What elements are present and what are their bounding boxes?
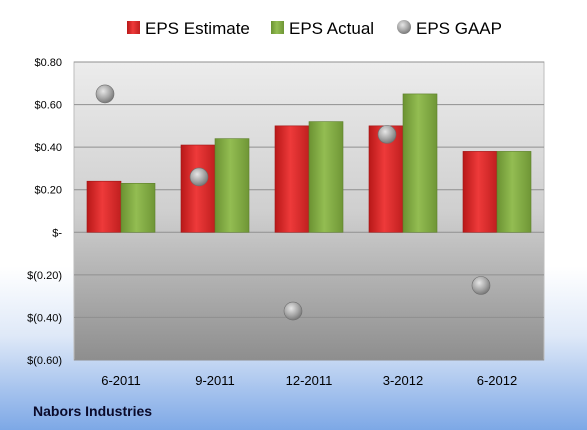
x-axis-category-labels: 6-2011 9-2011 12-2011 3-2012 6-2012: [101, 373, 517, 388]
eps-gaap-point: [471, 276, 491, 295]
x-category-label: 12-2011: [286, 373, 333, 388]
y-tick-label: $0.40: [34, 142, 62, 154]
legend: EPS Estimate EPS Actual EPS GAAP: [127, 19, 502, 38]
x-category-label: 3-2012: [383, 373, 423, 388]
legend-actual-label: EPS Actual: [289, 19, 374, 38]
y-tick-label: $-: [52, 227, 62, 239]
eps-gaap-point: [377, 125, 397, 144]
eps-estimate-bar: [462, 151, 498, 233]
legend-estimate-label: EPS Estimate: [145, 19, 250, 38]
gaap-points: [95, 84, 491, 321]
legend-estimate-swatch: [127, 21, 140, 34]
y-tick-label: $0.60: [34, 100, 62, 112]
legend-gaap-marker: [397, 20, 411, 34]
eps-actual-bar: [402, 93, 438, 233]
eps-estimate-bar: [180, 144, 216, 233]
y-tick-label: $(0.20): [27, 270, 62, 282]
eps-estimate-bar: [86, 180, 122, 233]
eps-actual-bar: [496, 151, 532, 233]
eps-gaap-point: [95, 84, 115, 104]
y-tick-label: $(0.40): [27, 312, 62, 324]
legend-actual-swatch: [271, 21, 284, 34]
eps-actual-bar: [308, 121, 344, 233]
x-category-label: 6-2012: [477, 373, 517, 388]
x-category-label: 9-2011: [195, 373, 235, 388]
eps-gaap-point: [283, 301, 303, 321]
y-tick-label: $0.80: [34, 57, 62, 69]
legend-item-gaap: EPS GAAP: [397, 19, 502, 38]
eps-estimate-bar: [274, 125, 310, 233]
eps-gaap-point: [189, 167, 209, 187]
x-category-label: 6-2011: [101, 373, 141, 388]
bar-series: [86, 93, 532, 233]
eps-actual-bar: [120, 183, 156, 233]
y-tick-label: $(0.60): [27, 355, 62, 367]
legend-gaap-label: EPS GAAP: [416, 19, 502, 38]
y-axis-tick-labels: $0.80 $0.60 $0.40 $0.20 $- $(0.20) $(0.40) $(0.…: [27, 57, 62, 367]
eps-actual-bar: [214, 138, 250, 233]
legend-item-actual: EPS Actual: [271, 19, 374, 38]
company-name: Nabors Industries: [33, 403, 152, 419]
y-tick-label: $0.20: [34, 185, 62, 197]
legend-item-estimate: EPS Estimate: [127, 19, 250, 38]
